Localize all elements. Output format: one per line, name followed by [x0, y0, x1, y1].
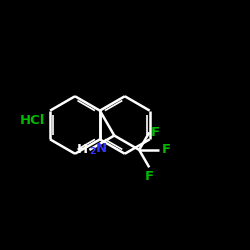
Text: H: H: [77, 144, 88, 156]
Text: F: F: [161, 144, 170, 156]
Text: HCl: HCl: [20, 114, 46, 126]
Text: $\mathregular{_2}$N: $\mathregular{_2}$N: [89, 142, 108, 158]
Text: F: F: [151, 126, 160, 139]
Text: F: F: [145, 170, 154, 183]
